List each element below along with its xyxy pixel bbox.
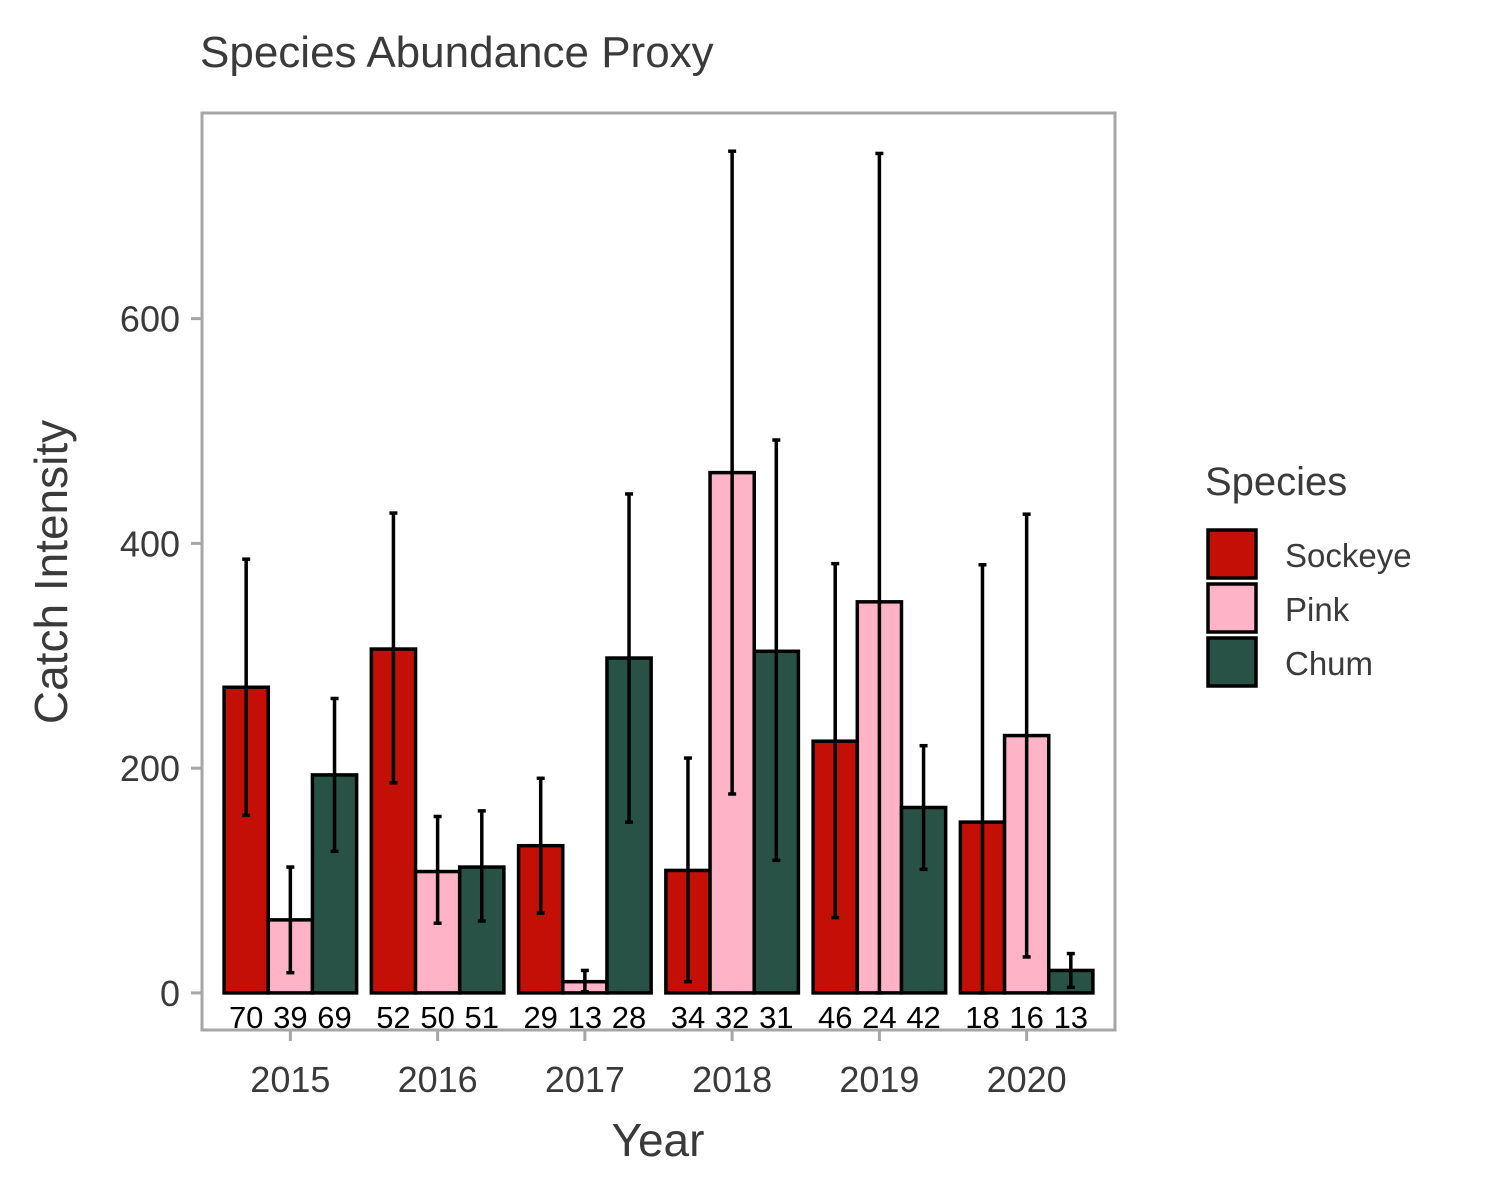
- x-tick-label-2017: 2017: [545, 1059, 625, 1100]
- legend-label-pink: Pink: [1285, 591, 1350, 628]
- legend-key-pink: [1206, 582, 1258, 634]
- legend-key-chum: [1206, 636, 1258, 688]
- x-axis: 2015 2016 2017 2018 2019 2020: [250, 1030, 1067, 1100]
- legend-label-chum: Chum: [1285, 645, 1373, 682]
- x-tick-label-2015: 2015: [250, 1059, 330, 1100]
- x-tick-label-2016: 2016: [398, 1059, 478, 1100]
- bar-sockeye-2016: [369, 647, 418, 995]
- legend-label-sockeye: Sockeye: [1285, 537, 1412, 574]
- x-tick-label-2018: 2018: [692, 1059, 772, 1100]
- legend: Species Sockeye Pink Chum: [1205, 460, 1412, 688]
- x-tick-label-2019: 2019: [839, 1059, 919, 1100]
- error-bars-layer: [242, 149, 1075, 995]
- y-tick-label-600: 600: [120, 299, 180, 340]
- y-axis: 0 200 400 600: [120, 299, 202, 1014]
- y-tick-label-200: 200: [120, 748, 180, 789]
- chart-title: Species Abundance Proxy: [200, 28, 714, 77]
- legend-title: Species: [1205, 460, 1347, 504]
- y-tick-label-400: 400: [120, 523, 180, 564]
- y-axis-title: Catch Intensity: [25, 420, 77, 724]
- x-axis-title: Year: [612, 1114, 705, 1166]
- x-tick-label-2020: 2020: [987, 1059, 1067, 1100]
- legend-key-sockeye: [1206, 528, 1258, 580]
- y-tick-label-0: 0: [160, 973, 180, 1014]
- plot-panel-border: [200, 111, 1117, 1032]
- bars-layer: [222, 470, 1095, 995]
